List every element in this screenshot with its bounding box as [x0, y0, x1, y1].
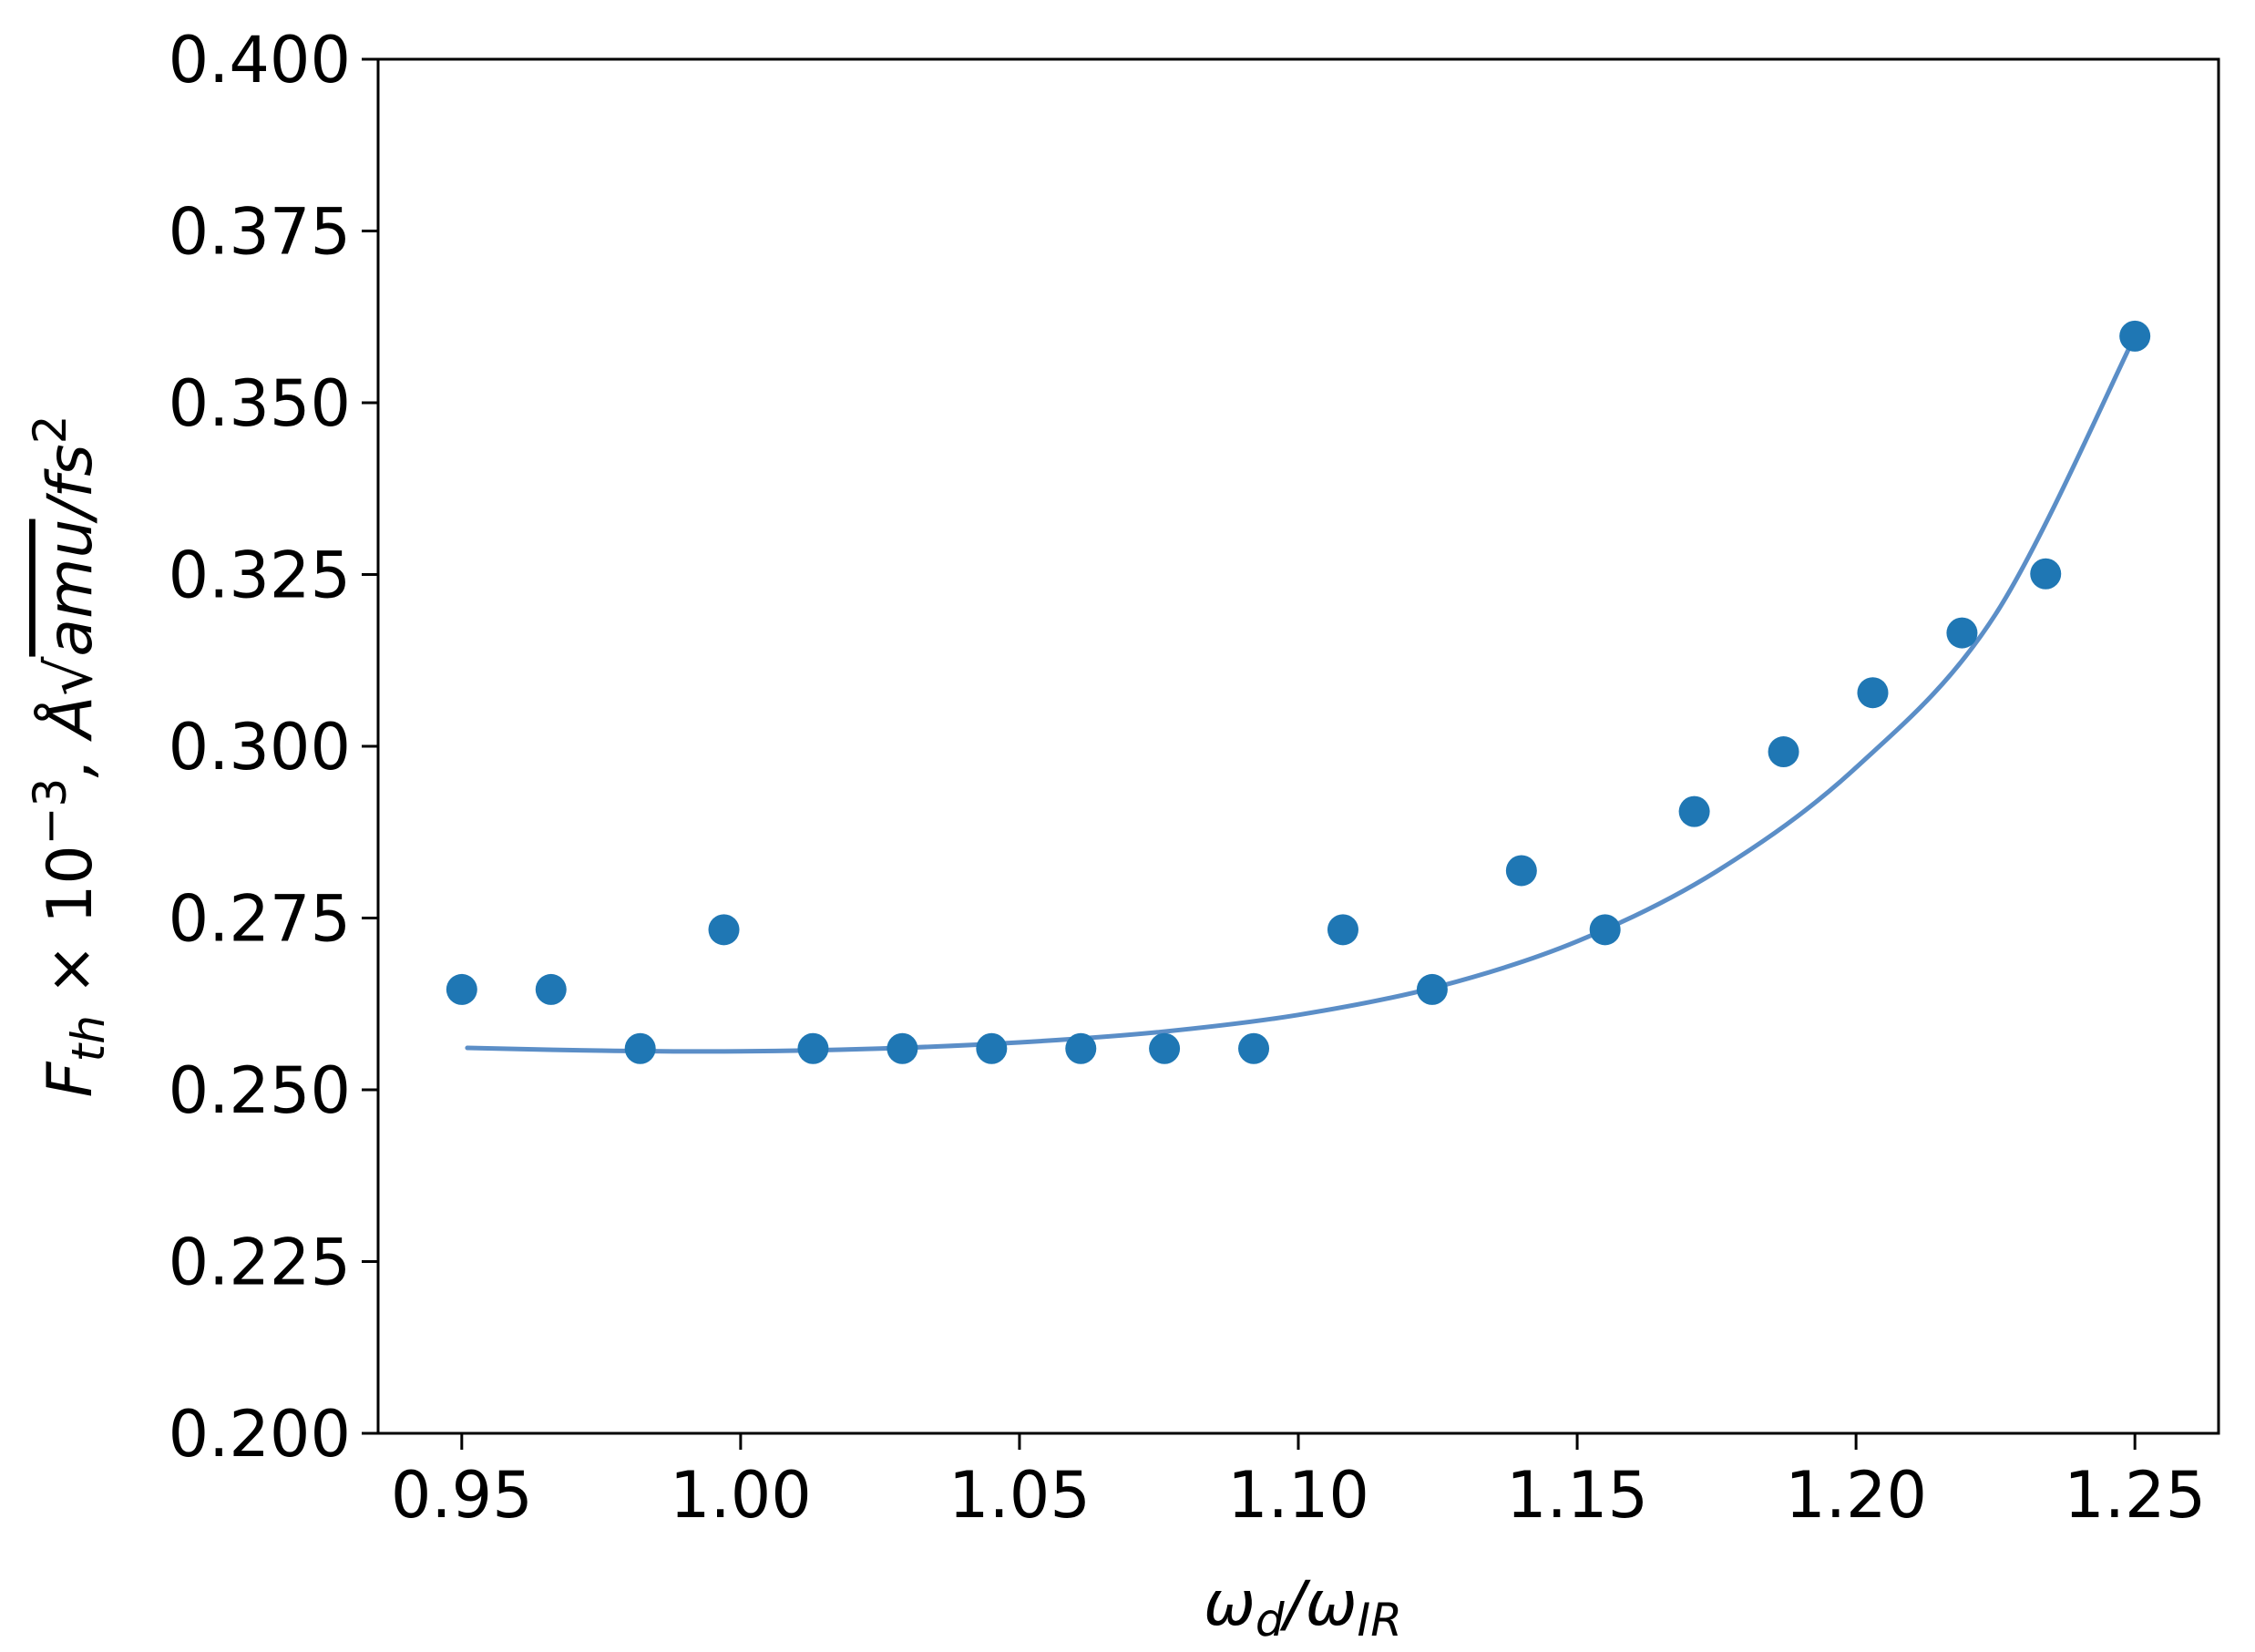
- y-label-unit-pre: , Å√: [33, 656, 107, 778]
- plot-area: [376, 57, 2220, 1435]
- y-tick-label: 0.300: [169, 710, 351, 785]
- data-points: [446, 320, 2151, 1064]
- x-tick-label: 0.95: [391, 1458, 533, 1533]
- y-label-times: × 10: [35, 845, 107, 1015]
- data-point: [1768, 736, 1799, 768]
- data-point: [708, 914, 740, 946]
- data-point: [1416, 973, 1448, 1005]
- data-point: [1589, 914, 1621, 946]
- y-axis-label: Fth × 10−3, Å√amu/fs2: [24, 415, 115, 1097]
- y-axis-ticks: 0.200 0.225 0.250 0.275 0.300 0.325 0.350 0.375…: [169, 23, 378, 1472]
- data-point: [1327, 914, 1358, 946]
- y-label-f: F: [35, 1062, 107, 1098]
- fit-curve: [465, 333, 2137, 1054]
- data-point: [976, 1032, 1008, 1064]
- y-label-unit-rad: amu: [35, 519, 107, 657]
- y-label-unit-exp: 2: [24, 415, 77, 444]
- y-tick-label: 0.200: [169, 1397, 351, 1472]
- x-tick-label: 1.20: [1785, 1458, 1927, 1533]
- x-tick-label: 1.10: [1227, 1458, 1369, 1533]
- y-label-sub-th: th: [62, 1015, 115, 1062]
- data-point: [446, 973, 477, 1005]
- x-tick-label: 1.15: [1506, 1458, 1648, 1533]
- x-tick-label: 1.25: [2064, 1458, 2206, 1533]
- data-point: [1238, 1032, 1270, 1064]
- y-tick-label: 0.375: [169, 195, 351, 270]
- x-label-sub-d: d: [1256, 1594, 1285, 1647]
- data-point: [1149, 1032, 1181, 1064]
- x-axis-label: ωd/ωIR: [1204, 1568, 1402, 1647]
- x-tick-label: 1.00: [670, 1458, 812, 1533]
- y-label-unit-post: /fs: [35, 444, 107, 523]
- data-point: [797, 1032, 829, 1064]
- x-axis-ticks: 0.95 1.00 1.05 1.10 1.15 1.20 1.25: [391, 1433, 2206, 1533]
- x-tick-label: 1.05: [948, 1458, 1091, 1533]
- y-tick-label: 0.225: [169, 1226, 351, 1300]
- y-tick-label: 0.400: [169, 23, 351, 97]
- data-point: [887, 1032, 918, 1064]
- data-point: [535, 973, 567, 1005]
- data-point: [2119, 320, 2151, 352]
- y-tick-label: 0.275: [169, 882, 351, 957]
- data-point: [624, 1032, 656, 1064]
- data-point: [1946, 617, 1978, 649]
- x-label-slash-omega: /ω: [1280, 1568, 1358, 1640]
- data-point: [1065, 1032, 1097, 1064]
- y-tick-label: 0.250: [169, 1053, 351, 1128]
- data-point: [2030, 558, 2062, 590]
- plot-frame: [376, 57, 2220, 1435]
- data-point: [1678, 795, 1710, 827]
- data-point: [1505, 855, 1537, 887]
- y-label-exp: −3: [24, 778, 77, 846]
- y-tick-label: 0.350: [169, 366, 351, 441]
- x-label-sub-ir: IR: [1358, 1594, 1403, 1647]
- x-label-omega: ω: [1204, 1568, 1256, 1640]
- y-tick-label: 0.325: [169, 539, 351, 613]
- data-point: [1857, 677, 1889, 709]
